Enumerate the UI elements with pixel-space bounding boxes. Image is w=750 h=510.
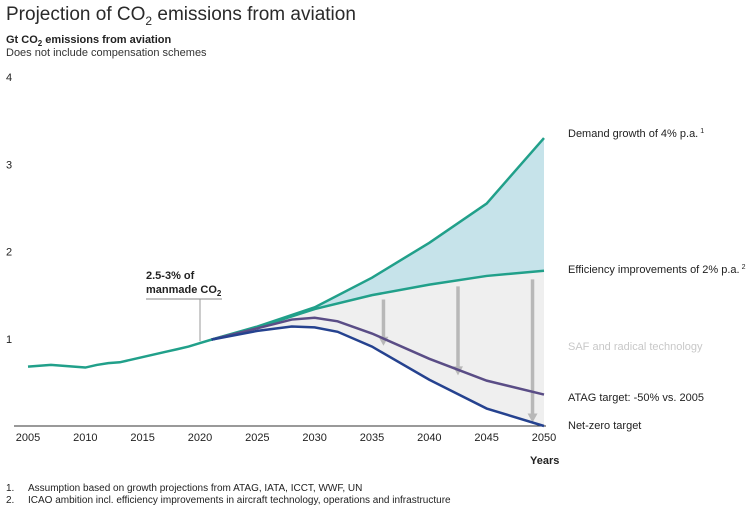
x-tick-label: 2040 xyxy=(417,432,441,444)
footnote-marker: 1 xyxy=(700,128,704,135)
chart-note: Does not include compensation schemes xyxy=(6,47,207,59)
footnote-1: 1. Assumption based on growth projections… xyxy=(6,483,363,494)
footnote-2: 2. ICAO ambition incl. efficiency improve… xyxy=(6,495,451,506)
legend-label-net-zero: Net-zero target xyxy=(568,420,641,432)
area-label-saf: SAF and radical technology xyxy=(568,341,703,353)
emissions-chart: 1 2 3 4 2005 2010 2015 2020 2025 2030 2035 2040 2045… xyxy=(6,72,746,467)
annotation-text: manmade CO2 xyxy=(146,284,222,298)
saf-technology-area xyxy=(211,270,544,426)
x-tick-label: 2010 xyxy=(73,432,97,444)
legend-label-demand-growth: Demand growth of 4% p.a. 1 xyxy=(568,128,704,140)
y-tick-label: 4 xyxy=(6,72,12,84)
x-axis-label: Years xyxy=(530,455,559,467)
x-tick-label: 2030 xyxy=(302,432,326,444)
legend-label-atag-target: ATAG target: -50% vs. 2005 xyxy=(568,392,704,404)
series-line-net-zero xyxy=(211,325,545,428)
y-tick-label: 2 xyxy=(6,247,12,259)
demand-growth-area xyxy=(211,138,544,340)
y-tick-label: 3 xyxy=(6,159,12,171)
y-tick-label: 1 xyxy=(6,334,12,346)
footnote-marker: 2 xyxy=(742,264,746,271)
annotation-subscript: 2 xyxy=(217,289,222,298)
reduction-arrow-head xyxy=(527,413,538,423)
series-line-historical xyxy=(27,338,212,369)
chart-title: Projection of CO2 emissions from aviatio… xyxy=(6,4,356,28)
x-tick-label: 2035 xyxy=(360,432,384,444)
x-tick-label: 2020 xyxy=(188,432,212,444)
annotation-text: 2.5-3% of xyxy=(146,270,195,282)
x-tick-label: 2025 xyxy=(245,432,269,444)
x-tick-label: 2015 xyxy=(130,432,154,444)
chart-subtitle: Gt CO2 emissions from aviation xyxy=(6,34,172,49)
x-tick-label: 2050 xyxy=(532,432,556,444)
x-tick-label: 2045 xyxy=(474,432,498,444)
x-tick-label: 2005 xyxy=(16,432,40,444)
legend-label-efficiency: Efficiency improvements of 2% p.a. 2 xyxy=(568,264,746,276)
series-line-atag-target xyxy=(211,316,545,396)
